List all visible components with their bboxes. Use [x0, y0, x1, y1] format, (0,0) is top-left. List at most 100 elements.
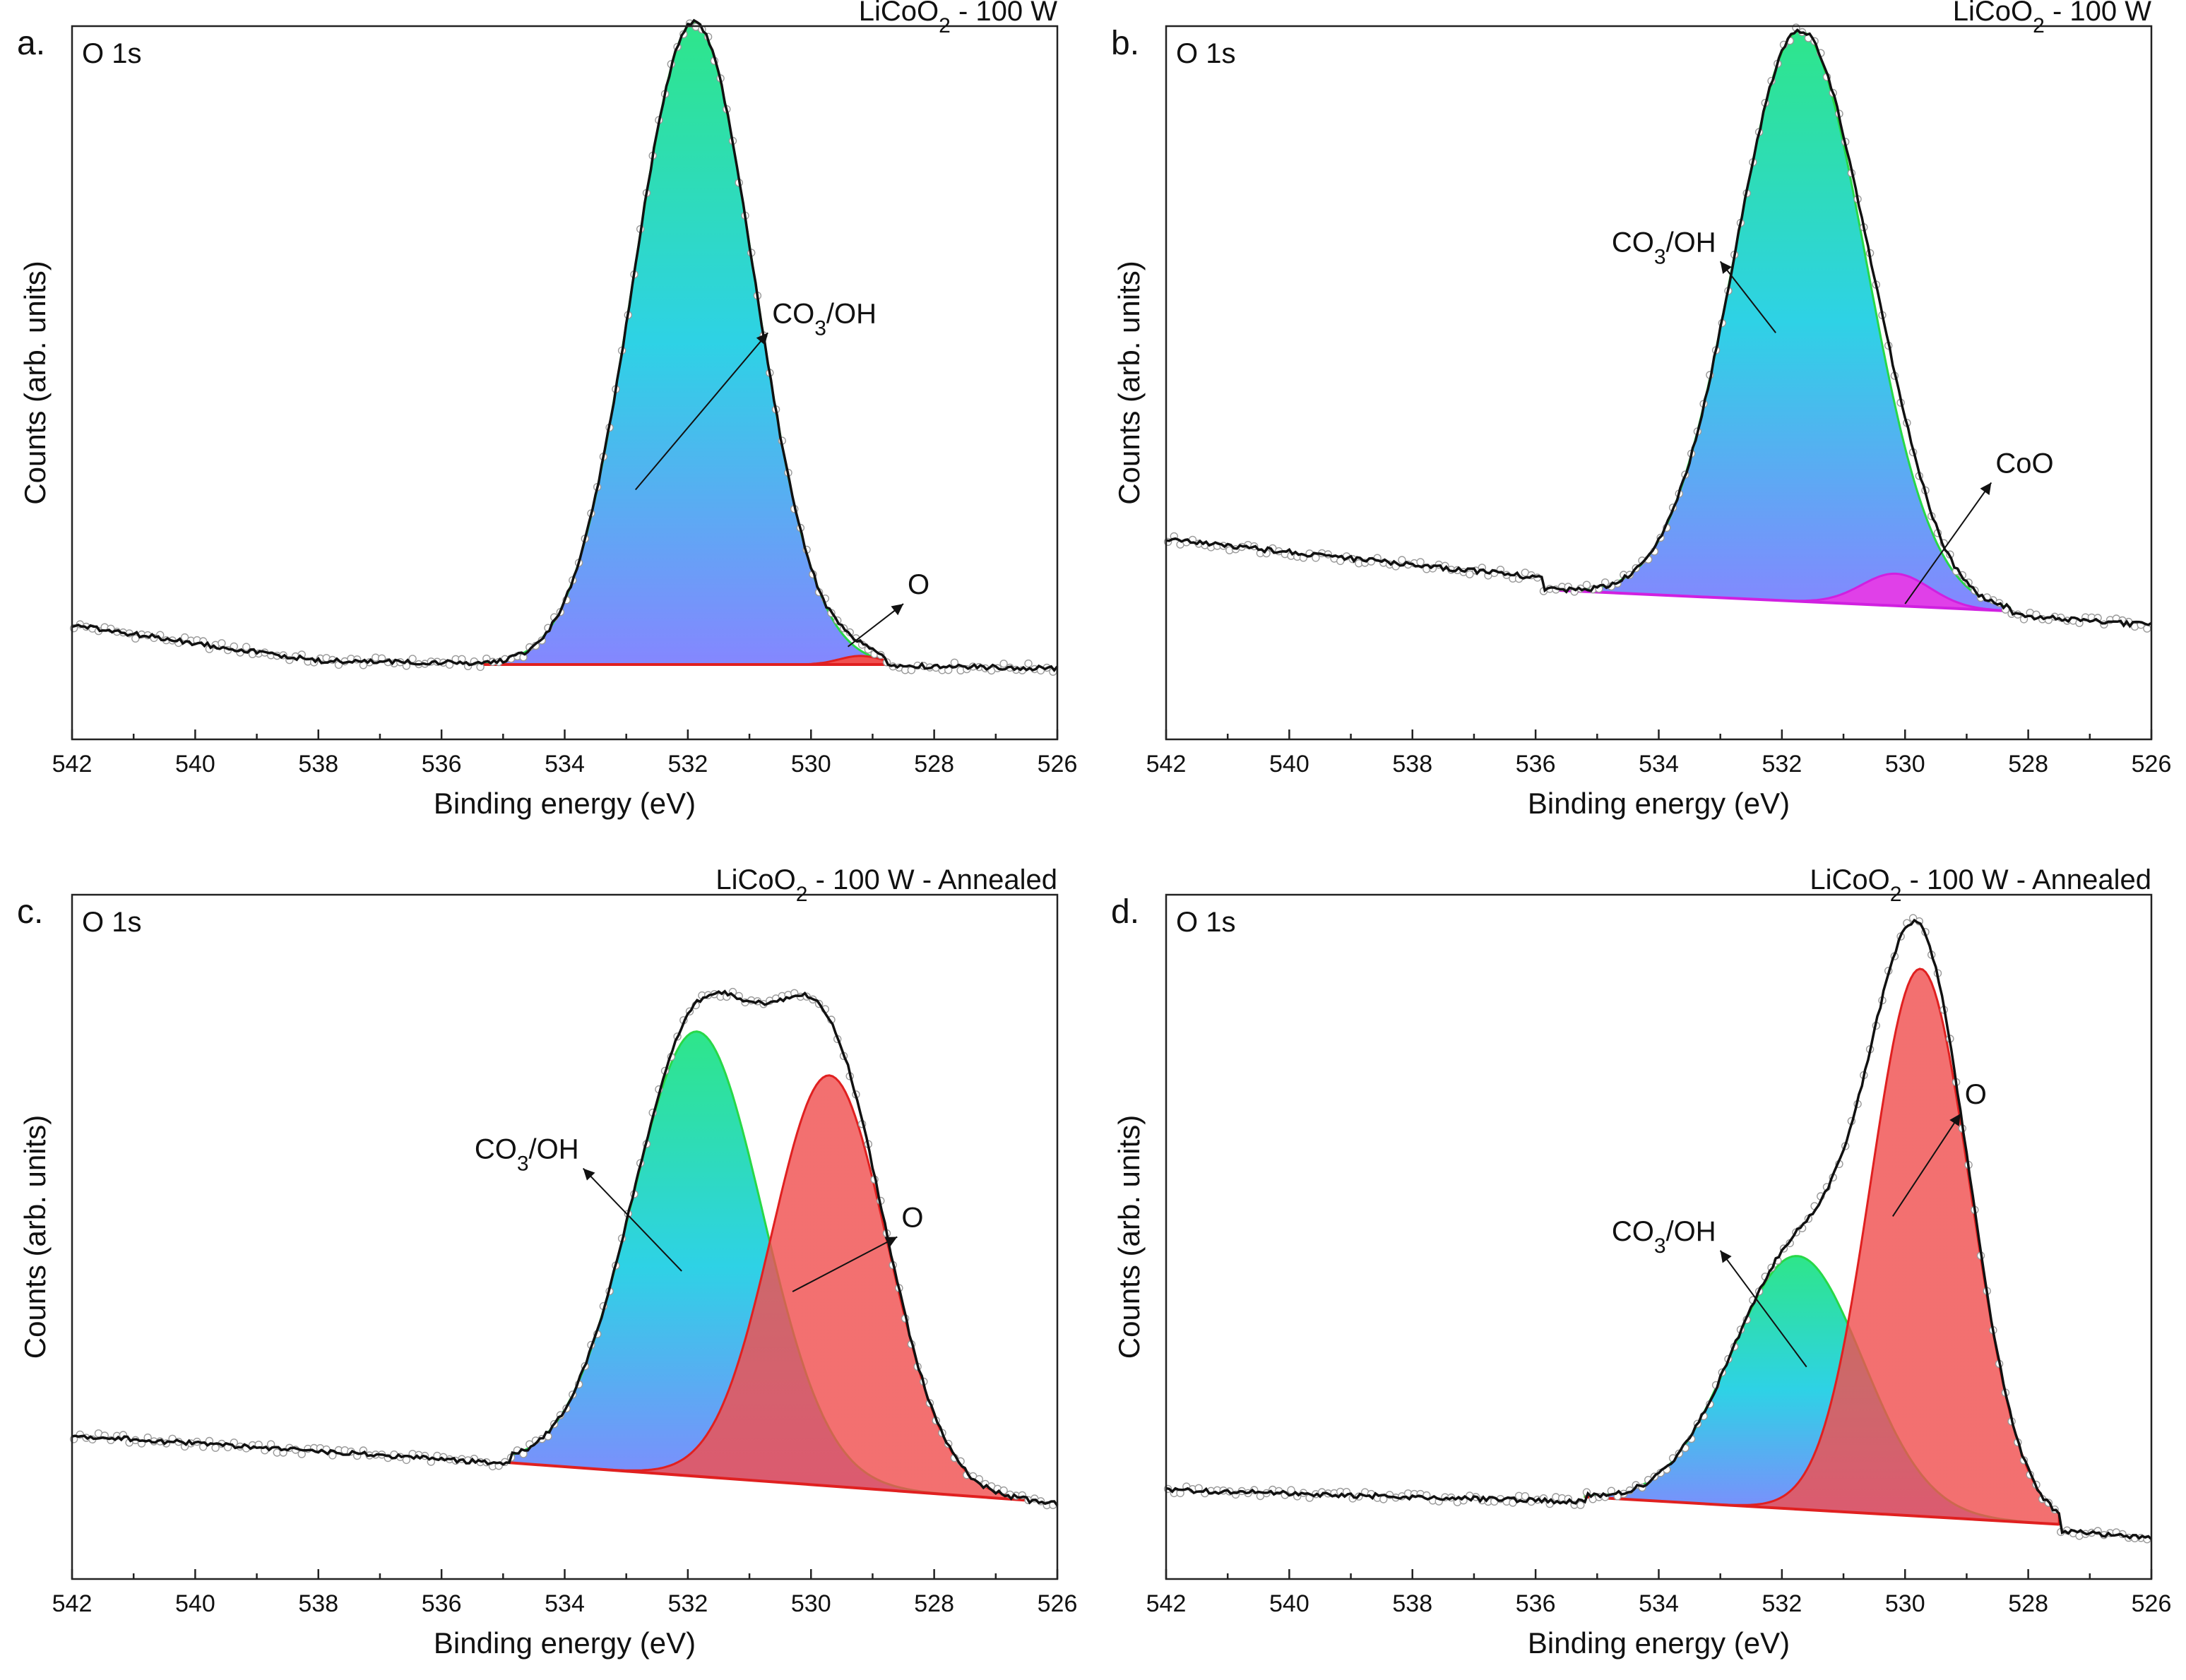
x-tick-label: 530: [791, 1590, 831, 1617]
x-axis-label: Binding energy (eV): [1528, 1626, 1790, 1660]
envelope-fit-line: [71, 18, 1059, 673]
x-tick-label: 532: [1762, 1590, 1802, 1617]
peak-label-co3-oh: CO3/OH: [1612, 1216, 1716, 1258]
data-point: [1287, 1486, 1295, 1494]
data-point: [297, 1450, 306, 1458]
x-tick-label: 534: [545, 751, 585, 778]
data-point: [1466, 570, 1474, 578]
data-point: [476, 662, 485, 672]
x-axis-label: Binding energy (eV): [434, 1626, 696, 1660]
panel-label: a.: [17, 25, 45, 62]
sample-title: LiCoO2 - 100 W: [859, 0, 1057, 37]
data-point: [218, 639, 226, 648]
x-tick-label: 534: [1639, 1590, 1679, 1617]
annotation-arrow: [635, 332, 768, 491]
x-axis: 542 540 538 536 534 532 530 528 526: [1146, 729, 2172, 778]
x-axis-label: Binding energy (eV): [1528, 787, 1790, 820]
sample-title: LiCoO2 - 100 W - Annealed: [1810, 864, 2151, 906]
x-tick-label: 534: [545, 1590, 585, 1617]
x-tick-label: 534: [1639, 751, 1679, 778]
x-tick-label: 538: [298, 751, 338, 778]
panel-b: 542 540 538 536 534 532 530 528 526 Binding energ…: [1111, 0, 2171, 820]
x-tick-label: 532: [668, 1590, 708, 1617]
panel-c: 542 540 538 536 534 532 530 528 526 Binding energ…: [17, 864, 1077, 1660]
x-tick-label: 528: [2008, 751, 2048, 778]
annotation-arrowhead: [891, 604, 904, 616]
x-tick-label: 530: [1885, 1590, 1925, 1617]
y-axis-label: Counts (arb. units): [1112, 261, 1146, 504]
data-point: [211, 1443, 220, 1452]
annotation-arrow: [1719, 1250, 1807, 1368]
x-tick-label: 536: [1516, 751, 1556, 778]
region-label: O 1s: [1176, 907, 1235, 938]
data-point: [242, 643, 251, 651]
x-tick-label: 536: [422, 751, 462, 778]
peak-label-o: O: [908, 569, 929, 600]
peak-label-co3-oh: CO3/OH: [1612, 227, 1716, 268]
panel-a: 542 540 538 536 534 532 530 528 526 Binding energ…: [17, 0, 1077, 820]
region-label: O 1s: [1176, 38, 1235, 69]
panel-d: 542 540 538 536 534 532 530 528 526 Binding energ…: [1111, 864, 2171, 1660]
annotation-arrowhead: [1949, 1114, 1961, 1126]
annotation-arrowhead: [1980, 482, 1992, 496]
x-tick-label: 526: [2132, 751, 2172, 778]
x-tick-label: 530: [791, 751, 831, 778]
x-tick-label: 542: [1146, 1590, 1187, 1617]
panel-label: d.: [1111, 893, 1139, 931]
x-tick-label: 530: [1885, 751, 1925, 778]
x-tick-label: 536: [422, 1590, 462, 1617]
plot-frame: [1165, 25, 2153, 741]
x-tick-label: 540: [1269, 1590, 1309, 1617]
panel-label: c.: [17, 893, 43, 931]
x-tick-label: 536: [1516, 1590, 1556, 1617]
y-axis-label: Counts (arb. units): [1112, 1115, 1146, 1359]
data-point: [1416, 558, 1425, 566]
data-point: [1582, 580, 1591, 589]
envelope-fit-line: [1165, 28, 2152, 628]
annotation-arrowhead: [884, 1237, 898, 1248]
annotation-arrowhead: [583, 1168, 595, 1181]
x-tick-label: 542: [52, 1590, 93, 1617]
sample-title: LiCoO2 - 100 W: [1953, 0, 2151, 37]
background-line: [509, 1461, 1027, 1502]
x-tick-label: 542: [52, 751, 93, 778]
annotation-arrowhead: [1720, 1250, 1732, 1263]
x-tick-label: 532: [1762, 751, 1802, 778]
x-axis: 542 540 538 536 534 532 530 528 526: [52, 1569, 1077, 1617]
peak-label-coo: CoO: [1995, 448, 2053, 479]
y-axis-label: Counts (arb. units): [18, 1115, 52, 1359]
peak-co3-oh-fill: [477, 21, 886, 666]
data-point: [1312, 554, 1320, 562]
x-tick-label: 526: [1038, 751, 1078, 778]
envelope-fit-line: [71, 989, 1059, 1507]
annotation-arrow: [1891, 1113, 1961, 1217]
annotation-arrow: [792, 1236, 898, 1292]
data-point: [131, 634, 140, 643]
peak-co3-oh-fill: [1540, 30, 2011, 612]
annotation-arrow: [582, 1167, 682, 1272]
x-axis: 542 540 538 536 534 532 530 528 526: [1146, 1569, 2172, 1617]
peak-label-o: O: [901, 1203, 923, 1234]
y-axis-label: Counts (arb. units): [18, 261, 52, 504]
x-tick-label: 540: [175, 751, 215, 778]
x-tick-label: 528: [914, 1590, 954, 1617]
sample-title: LiCoO2 - 100 W - Annealed: [715, 864, 1057, 906]
x-axis: 542 540 538 536 534 532 530 528 526: [52, 729, 1078, 778]
data-point: [408, 655, 417, 663]
x-tick-label: 526: [2132, 1590, 2172, 1617]
region-label: O 1s: [82, 907, 141, 938]
envelope-fit-line: [1165, 918, 2153, 1540]
background-line: [1541, 588, 2010, 613]
region-label: O 1s: [82, 38, 141, 69]
x-tick-label: 532: [668, 751, 708, 778]
annotation-arrow: [1719, 261, 1776, 333]
annotation-arrowhead: [756, 333, 768, 345]
x-tick-label: 528: [2008, 1590, 2048, 1617]
annotation-arrow: [1904, 482, 1992, 604]
data-point: [1576, 1501, 1585, 1509]
panel-label: b.: [1111, 25, 1139, 62]
x-tick-label: 542: [1146, 751, 1187, 778]
data-point: [1024, 659, 1033, 668]
background-line: [1584, 1495, 2060, 1526]
peak-label-co3-oh: CO3/OH: [475, 1134, 579, 1176]
